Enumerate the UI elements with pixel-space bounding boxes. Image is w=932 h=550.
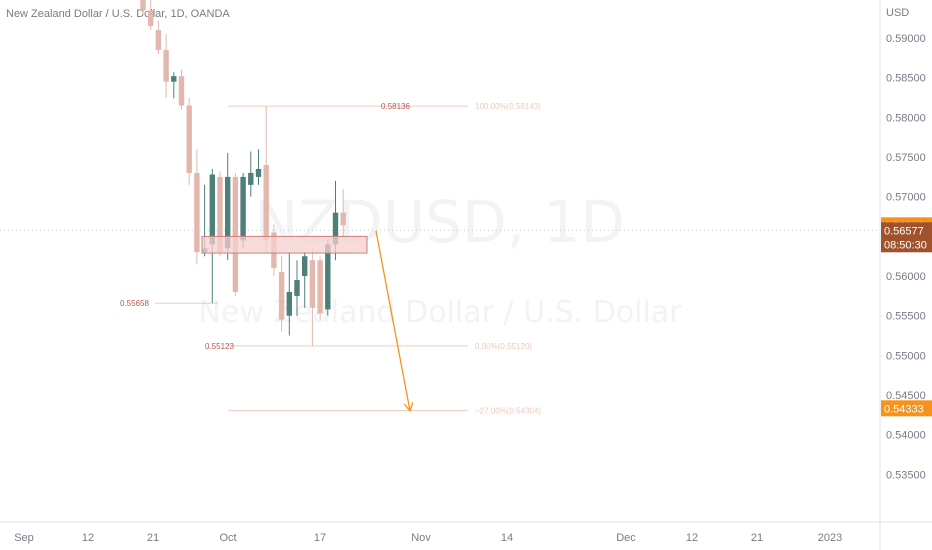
swing-low-label: 0.55123 (205, 342, 234, 351)
candle-body (171, 76, 177, 82)
candle-body (232, 176, 239, 292)
price-tick-label: 0.58000 (886, 112, 926, 124)
watermark-name: New Zealand Dollar / U.S. Dollar (198, 295, 682, 330)
time-tick-label: Dec (616, 532, 636, 544)
candle[interactable] (317, 256, 323, 320)
price-tag-label: 0.54333 (884, 403, 924, 415)
candle[interactable] (286, 252, 292, 336)
candle[interactable] (232, 172, 239, 296)
price-tick-label: 0.55000 (886, 350, 926, 362)
candle[interactable] (278, 256, 285, 332)
price-tick-label: 0.54500 (886, 390, 926, 402)
time-tick-label: Nov (411, 532, 431, 544)
time-tick-label: 2023 (818, 532, 842, 544)
price-tick-label: 0.56000 (886, 271, 926, 283)
price-tick-label: 0.57500 (886, 152, 926, 164)
candle-body (155, 30, 162, 50)
candle-body (225, 176, 231, 249)
time-tick-label: 17 (314, 532, 326, 544)
candle[interactable] (294, 260, 300, 316)
price-tag-box (881, 400, 932, 417)
countdown-label: 08:50:30 (884, 239, 927, 251)
candle[interactable] (194, 149, 200, 265)
candle[interactable] (309, 248, 316, 346)
candle[interactable] (302, 252, 308, 308)
candle[interactable] (178, 69, 185, 110)
time-axis[interactable]: Sep 12 21 Oct 17 Nov 14 Dec 12 21 2023 (14, 532, 842, 544)
candle[interactable] (255, 149, 262, 185)
price-tick-label: 0.59000 (886, 33, 926, 45)
time-tick-label: 21 (751, 532, 763, 544)
price-tag-label: 0.56577 (884, 225, 924, 237)
candle-body (325, 244, 331, 310)
swing-high-label: 0.58136 (381, 102, 410, 111)
candle-body (163, 49, 169, 82)
time-tick-label: Sep (14, 532, 34, 544)
candle[interactable] (248, 151, 254, 197)
candle-body (148, 10, 154, 27)
price-tick-label: 0.54000 (886, 430, 926, 442)
candle-body (263, 165, 269, 241)
candle-body (240, 176, 246, 241)
currency-label: USD (886, 7, 909, 19)
fib-level-0-label: 0.00%(0.55120) (475, 342, 532, 351)
candle[interactable] (163, 34, 169, 98)
price-tick-label: 0.53500 (886, 469, 926, 481)
candle[interactable] (263, 106, 269, 253)
price-tag-box (881, 222, 932, 253)
candle-body (186, 105, 192, 173)
candle-body (340, 212, 346, 226)
candle[interactable] (171, 72, 177, 99)
candle-body (309, 260, 316, 308)
candle[interactable] (140, 0, 146, 15)
candle-body (286, 291, 292, 316)
candle-body (194, 172, 200, 253)
candle-body (294, 280, 300, 296)
candle-body (217, 176, 223, 253)
time-tick-label: 14 (501, 532, 513, 544)
candle-body (332, 212, 339, 245)
candle-body (317, 260, 323, 314)
candle[interactable] (148, 0, 154, 31)
projection-arrow[interactable] (375, 230, 414, 413)
time-tick-label: 12 (82, 532, 94, 544)
price-tick-label: 0.55500 (886, 311, 926, 323)
symbol-title: New Zealand Dollar / U.S. Dollar, 1D, OA… (6, 8, 230, 20)
resistance-zone-rect[interactable] (201, 235, 368, 254)
price-tick-label: 0.57000 (886, 192, 926, 204)
candle-body (140, 0, 146, 11)
candle[interactable] (186, 97, 192, 185)
candle-body (302, 256, 308, 277)
time-tick-label: 12 (686, 532, 698, 544)
candle-body (209, 174, 215, 245)
candle-body (248, 172, 254, 185)
candlestick-series[interactable] (140, 0, 346, 346)
fib-level-100-label: 100.00%(0.58143) (475, 102, 541, 111)
time-tick-label: 21 (147, 532, 159, 544)
candle-body (255, 168, 262, 177)
price-tick-label: 0.58500 (886, 73, 926, 85)
candle-body (278, 272, 285, 320)
mid-level-label: 0.55658 (120, 299, 149, 308)
candle[interactable] (155, 20, 162, 54)
candle-body (178, 76, 185, 106)
fib-retracement-tool[interactable]: 100.00%(0.58143) 0.00%(0.55120) −27.00%(0.… (0, 102, 880, 416)
arrow-head (403, 402, 414, 413)
arrow-shaft[interactable] (375, 230, 411, 412)
time-tick-label: Oct (219, 532, 236, 544)
resistance-zone[interactable] (201, 235, 368, 254)
candle[interactable] (340, 188, 346, 237)
candle[interactable] (240, 172, 246, 249)
fib-level-ext-label: −27.00%(0.54304) (475, 407, 541, 416)
